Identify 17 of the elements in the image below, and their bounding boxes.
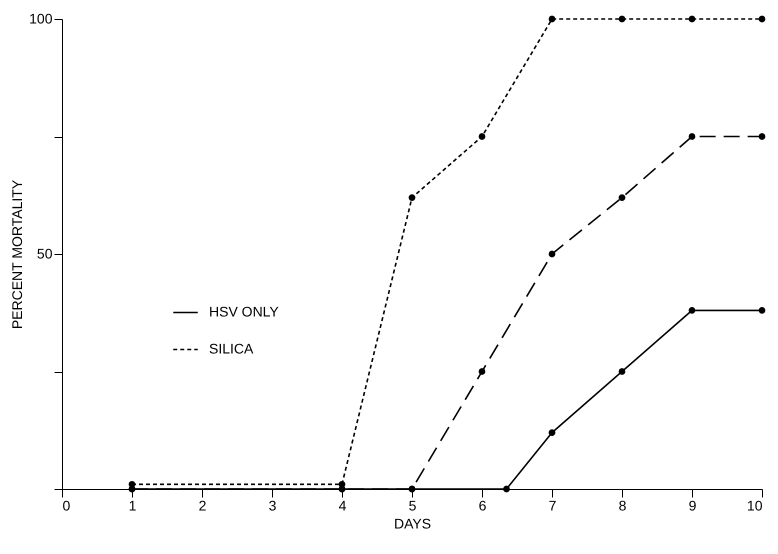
legend-label: HSV ONLY — [209, 304, 280, 320]
legend-label: SILICA — [209, 340, 254, 356]
y-tick-label: 100 — [29, 10, 53, 26]
x-tick-label: 1 — [128, 498, 137, 514]
y-axis-title: PERCENT MORTALITY — [9, 179, 26, 330]
x-tick-label: 5 — [408, 498, 417, 514]
x-tick-label: 2 — [198, 498, 207, 514]
x-tick-label: 4 — [338, 498, 347, 514]
y-tick-label: 50 — [36, 246, 53, 262]
x-axis-title: DAYS — [394, 516, 432, 532]
x-tick-label: 0 — [62, 498, 70, 514]
x-tick-label: 10 — [746, 498, 763, 514]
x-tick-label: 6 — [478, 498, 487, 514]
x-tick-label: 7 — [548, 498, 557, 514]
x-tick-label: 9 — [688, 498, 697, 514]
x-tick-label: 3 — [268, 498, 277, 514]
x-tick-label: 8 — [618, 498, 627, 514]
